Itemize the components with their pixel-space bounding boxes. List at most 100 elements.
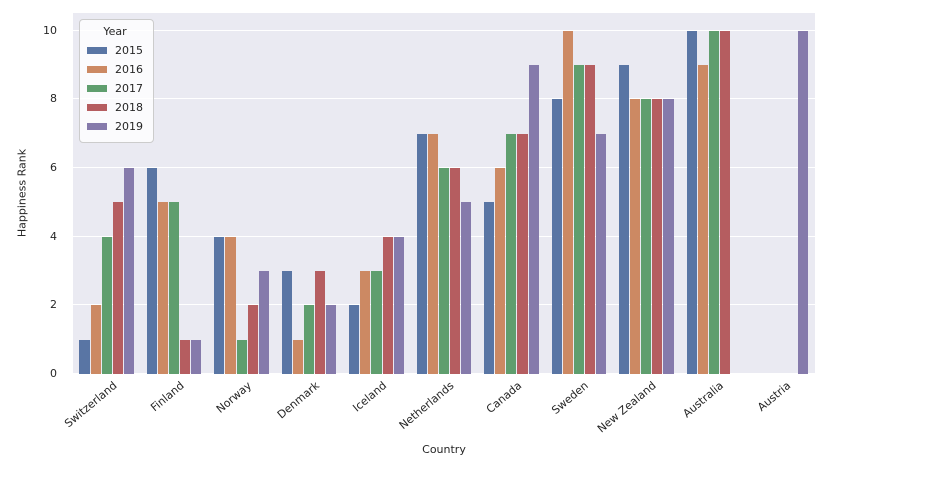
gridline-y-10 (73, 29, 815, 31)
bars (79, 13, 134, 374)
x-tick-label-denmark: Denmark (274, 379, 322, 422)
bars (619, 13, 674, 374)
bar-finland-2019 (191, 339, 202, 374)
bar-group-switzerland (73, 13, 140, 374)
y-tick-label-0: 0 (50, 367, 57, 380)
bar-group-finland (140, 13, 207, 374)
bar-norway-2015 (214, 236, 225, 374)
bar-switzerland-2018 (112, 202, 123, 374)
bars (484, 13, 539, 374)
bar-canada-2017 (506, 133, 517, 374)
bars (551, 13, 607, 374)
bars (754, 13, 809, 374)
bar-iceland-2018 (382, 236, 393, 374)
bar-new-zealand-2017 (641, 99, 652, 374)
legend-entry-2018: 2018 (87, 98, 143, 117)
bar-group-iceland (343, 13, 410, 374)
bar-canada-2015 (484, 202, 495, 374)
legend-label-2016: 2016 (115, 63, 143, 76)
legend-entry-2016: 2016 (87, 60, 143, 79)
bar-finland-2017 (169, 202, 180, 374)
y-tick-label-2: 2 (50, 298, 57, 312)
bar-iceland-2015 (349, 305, 360, 374)
plot-area: Year 2015 2016 2017 2018 2019 (73, 13, 815, 374)
bar-group-denmark (275, 13, 342, 374)
bar-group-netherlands (410, 13, 477, 374)
bar-canada-2018 (517, 133, 528, 374)
bar-netherlands-2019 (461, 202, 472, 374)
legend-swatch-2015 (87, 47, 107, 54)
bar-norway-2019 (258, 271, 269, 374)
bar-sweden-2017 (573, 65, 584, 374)
bar-new-zealand-2016 (630, 99, 641, 374)
bar-canada-2019 (528, 65, 539, 374)
legend-swatch-2017 (87, 85, 107, 92)
legend-box: Year 2015 2016 2017 2018 2019 (79, 19, 154, 143)
bar-norway-2016 (225, 236, 236, 374)
bar-group-australia (680, 13, 747, 374)
bar-denmark-2018 (315, 271, 326, 374)
x-tick-label-iceland: Iceland (350, 379, 389, 415)
bar-group-norway (208, 13, 275, 374)
bar-netherlands-2018 (450, 168, 461, 374)
bar-sweden-2016 (562, 30, 573, 374)
bar-switzerland-2019 (123, 168, 134, 374)
bar-norway-2017 (236, 339, 247, 374)
bar-netherlands-2015 (416, 133, 427, 374)
legend-swatch-2016 (87, 66, 107, 73)
gridline-y-6 (73, 167, 815, 169)
legend-entry-2015: 2015 (87, 41, 143, 60)
x-tick-label-finland: Finland (148, 379, 187, 415)
bars (416, 13, 472, 374)
bar-australia-2015 (686, 30, 697, 374)
x-tick-label-austria: Austria (755, 379, 794, 414)
x-tick-label-sweden: Sweden (549, 379, 592, 417)
bar-australia-2016 (697, 65, 708, 374)
x-tick-label-switzerland: Switzerland (61, 379, 120, 431)
bar-iceland-2016 (360, 271, 371, 374)
bars (146, 13, 202, 374)
bar-iceland-2019 (393, 236, 404, 374)
bar-switzerland-2016 (90, 305, 101, 374)
legend-label-2015: 2015 (115, 44, 143, 57)
bar-australia-2017 (708, 30, 719, 374)
bars (349, 13, 404, 374)
bars (214, 13, 269, 374)
legend-label-2017: 2017 (115, 82, 143, 95)
bars (281, 13, 337, 374)
bar-sweden-2015 (551, 99, 562, 374)
legend-entry-2019: 2019 (87, 117, 143, 136)
bar-group-austria (748, 13, 815, 374)
bar-new-zealand-2019 (663, 99, 674, 374)
bar-group-new-zealand (613, 13, 680, 374)
y-tick-label-6: 6 (50, 161, 57, 175)
gridline-y-8 (73, 98, 815, 100)
legend-entry-2017: 2017 (87, 79, 143, 98)
bar-new-zealand-2018 (652, 99, 663, 374)
x-tick-label-netherlands: Netherlands (396, 379, 457, 433)
bars (686, 13, 741, 374)
x-tick-label-australia: Australia (680, 379, 727, 421)
y-tick-label-4: 4 (50, 229, 57, 243)
bar-switzerland-2017 (101, 236, 112, 374)
legend-entries: 2015 2016 2017 2018 2019 (87, 41, 143, 136)
bar-iceland-2017 (371, 271, 382, 374)
bar-sweden-2019 (596, 133, 607, 374)
bar-denmark-2017 (304, 305, 315, 374)
legend-label-2018: 2018 (115, 101, 143, 114)
bar-netherlands-2017 (438, 168, 450, 374)
bar-australia-2018 (719, 30, 730, 374)
legend-title: Year (103, 25, 127, 38)
y-axis-ticks: 0 2 4 6 8 10 (0, 13, 66, 380)
bar-finland-2015 (146, 168, 158, 374)
bar-canada-2016 (495, 168, 506, 374)
bar-switzerland-2015 (79, 339, 90, 374)
legend-swatch-2018 (87, 104, 107, 111)
y-tick-label-8: 8 (50, 92, 57, 106)
bar-finland-2016 (158, 202, 169, 374)
bar-denmark-2019 (326, 305, 337, 374)
bar-denmark-2015 (281, 271, 292, 374)
y-tick-label-10: 10 (43, 23, 57, 37)
